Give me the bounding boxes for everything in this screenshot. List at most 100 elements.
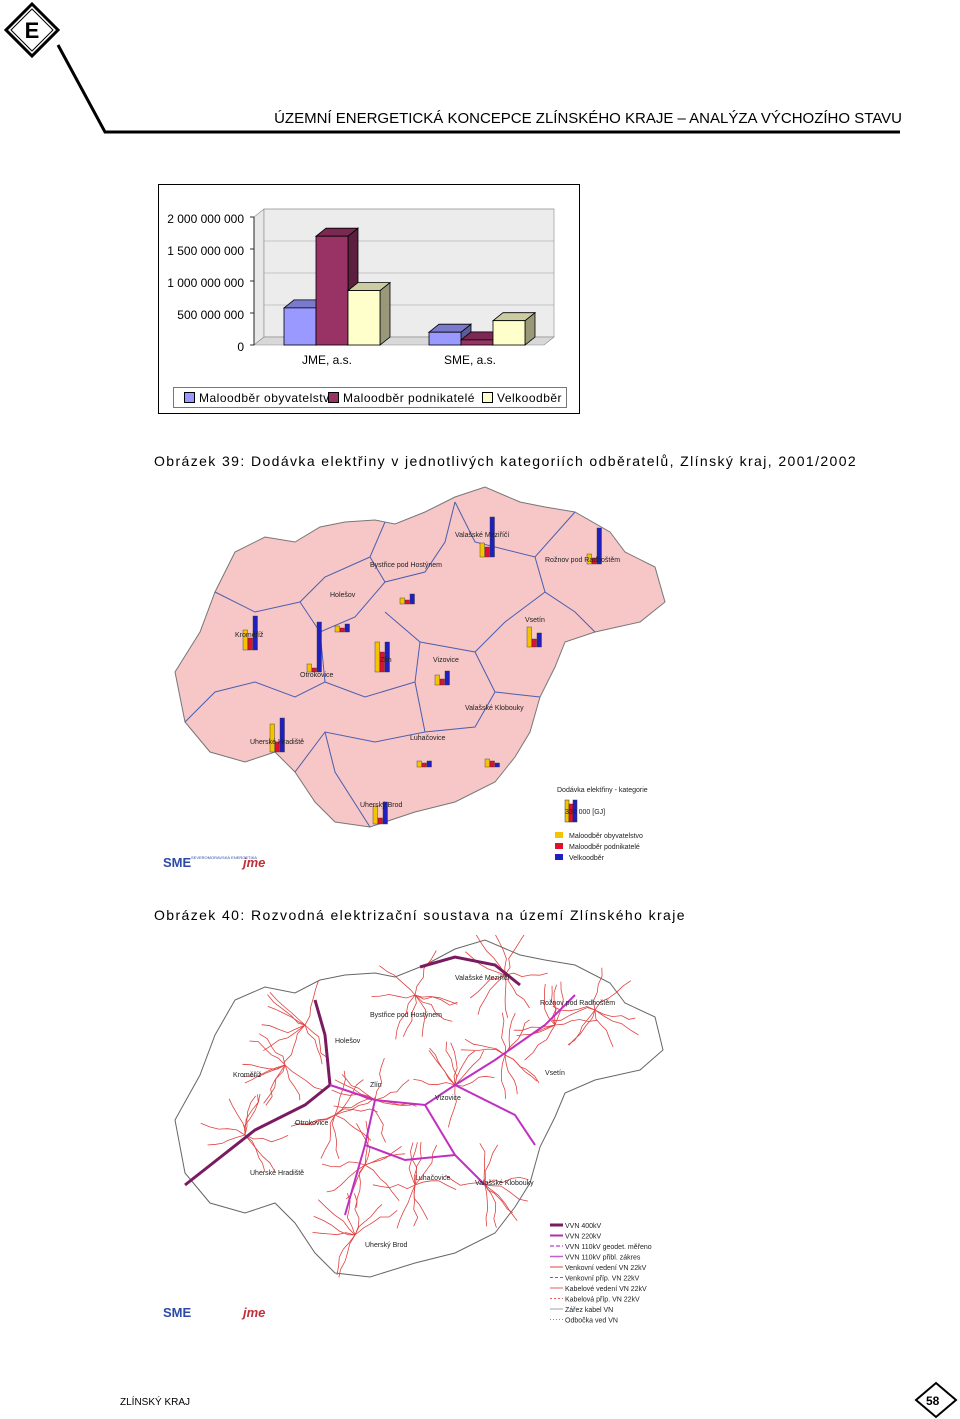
town-bar-chart: [484, 758, 500, 768]
vn-line: [265, 1064, 286, 1106]
y-tick-label: 2 000 000 000: [167, 212, 244, 226]
vn-line: [411, 1142, 418, 1186]
vn-line: [249, 1040, 286, 1066]
vn-line: [284, 1064, 323, 1090]
vn-line: [414, 994, 453, 1022]
town-label: Zlín: [380, 657, 392, 664]
vn-line: [592, 967, 603, 1011]
vn-line: [551, 985, 557, 1026]
vn-line: [504, 1054, 518, 1095]
x-category-label: SME, a.s.: [444, 353, 497, 367]
vn-line: [244, 1134, 265, 1171]
vn-line: [594, 1009, 614, 1048]
vn-line: [364, 1164, 400, 1202]
town-bar-chart: [434, 670, 450, 686]
legend-label: VVN 110kV přibl. zákres: [565, 1255, 641, 1262]
town-bar-chart: [586, 527, 602, 565]
vn-line: [408, 1142, 416, 1186]
town-label: Valašské Meziříčí: [455, 975, 509, 982]
svg-text:jme: jme: [241, 1305, 265, 1320]
bar-chart: 2 000 000 000 1 500 000 000 1 000 000 00…: [158, 184, 580, 414]
y-tick-label: 500 000 000: [177, 308, 244, 322]
bar: [491, 311, 537, 346]
vn-line: [554, 981, 564, 1026]
town-bar-chart: [334, 623, 350, 633]
vn-line: [304, 1024, 329, 1059]
e-logo-icon: E: [3, 1, 900, 134]
vn-line: [484, 1184, 518, 1221]
side-wall: [253, 208, 265, 346]
vn-line: [454, 1050, 485, 1086]
vn-line: [513, 1024, 556, 1031]
vn-line: [464, 1038, 506, 1056]
vn-line: [484, 1184, 497, 1228]
town-bar-chart: [526, 626, 542, 648]
vn-line: [484, 1176, 529, 1186]
town-bar-chart: [399, 593, 415, 605]
sme-logo: SME SEVEROMORAVSKÁ ENERGETIKA jme: [163, 855, 265, 870]
vn-line: [504, 1013, 516, 1056]
svg-text:Maloodběr obyvatelstvo: Maloodběr obyvatelstvo: [569, 833, 643, 840]
svg-text:SME: SME: [163, 1305, 192, 1320]
vn-line: [334, 1114, 372, 1141]
town-bar-chart: [269, 717, 285, 753]
town-label: Otrokovice: [300, 672, 334, 679]
vn-line: [331, 1089, 376, 1101]
vn-line: [200, 1122, 246, 1136]
vn-line: [460, 1048, 506, 1056]
svg-text:SME: SME: [163, 855, 192, 870]
legend-label: Venkovní příp. VN 22kV: [565, 1276, 640, 1283]
vn-line: [484, 1184, 528, 1202]
town-label: Rožnov pod Radhoštěm: [545, 557, 620, 564]
vn-line: [354, 1210, 398, 1236]
sme-logo: SME jme: [163, 1305, 265, 1320]
vn-line: [445, 1174, 486, 1186]
vn-line: [242, 1064, 286, 1077]
vn-line: [504, 1054, 538, 1082]
svg-text:Dodávka elektřiny - kategorie: Dodávka elektřiny - kategorie: [557, 787, 648, 794]
map1-legend: Dodávka elektřiny - kategorie 330 000 [G…: [555, 787, 648, 862]
vn-line: [414, 994, 458, 1005]
vn-line: [228, 1098, 246, 1136]
town-bar-chart: [306, 621, 322, 673]
vn-line: [414, 994, 458, 1006]
vn-line: [334, 1079, 364, 1116]
map2-legend: VVN 400kV VVN 220kV VVN 110kV geodet. měře…: [550, 1223, 652, 1325]
vn-line: [568, 1009, 596, 1046]
vn-line: [594, 980, 632, 1011]
vn-line: [263, 1024, 306, 1052]
vn-line: [356, 1123, 371, 1166]
vn-line: [484, 1184, 513, 1214]
vn-line: [334, 1079, 376, 1101]
town-label: Holešov: [335, 1038, 361, 1045]
vn-line: [261, 1024, 306, 1034]
town-label: Vizovice: [435, 1095, 461, 1102]
y-tick-label: 1 500 000 000: [167, 244, 244, 258]
legend-label: VVN 400kV: [565, 1223, 602, 1230]
vn-line: [594, 1009, 639, 1036]
vn-line: [354, 1193, 360, 1236]
vn-line: [331, 1114, 340, 1160]
vn-line: [379, 965, 416, 996]
town-label: Luhačovice: [415, 1175, 451, 1182]
vn-line: [336, 1234, 356, 1275]
vn-line: [321, 1161, 366, 1168]
vn-line: [207, 1134, 246, 1146]
vn-line: [244, 1134, 276, 1172]
svg-text:330 000 [GJ]: 330 000 [GJ]: [565, 809, 605, 816]
town-bar-chart: [479, 516, 495, 558]
vn-line: [364, 1145, 402, 1166]
town-label: Zlín: [370, 1082, 382, 1089]
vn-line: [551, 1007, 596, 1021]
town-label: Kroměříž: [233, 1072, 262, 1079]
vn-line: [516, 1024, 556, 1036]
vn-line: [414, 1144, 438, 1186]
vn-line: [269, 992, 306, 1026]
vn-line: [504, 974, 509, 1018]
vn-line: [304, 980, 319, 1026]
legend-label: Maloodběr podnikatelé: [343, 391, 475, 405]
page-number: 58: [926, 1394, 940, 1408]
legend-swatch: [328, 392, 339, 403]
legend-label: Kabelová příp. VN 22kV: [565, 1297, 640, 1304]
vn-line: [244, 1134, 289, 1143]
